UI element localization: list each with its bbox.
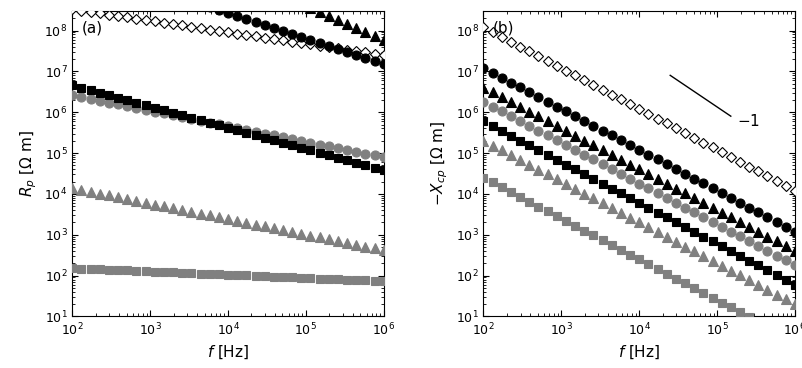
Text: (a): (a)	[82, 20, 103, 35]
X-axis label: $f\ \mathrm{[Hz]}$: $f\ \mathrm{[Hz]}$	[618, 343, 659, 361]
Text: (b): (b)	[492, 20, 513, 35]
X-axis label: $f\ \mathrm{[Hz]}$: $f\ \mathrm{[Hz]}$	[207, 343, 249, 361]
Y-axis label: $R_p\ \mathrm{[\Omega\ m]}$: $R_p\ \mathrm{[\Omega\ m]}$	[18, 130, 38, 197]
Y-axis label: $-X_{cp}\ \mathrm{[\Omega\ m]}$: $-X_{cp}\ \mathrm{[\Omega\ m]}$	[429, 121, 449, 206]
Text: $-1$: $-1$	[736, 113, 759, 129]
